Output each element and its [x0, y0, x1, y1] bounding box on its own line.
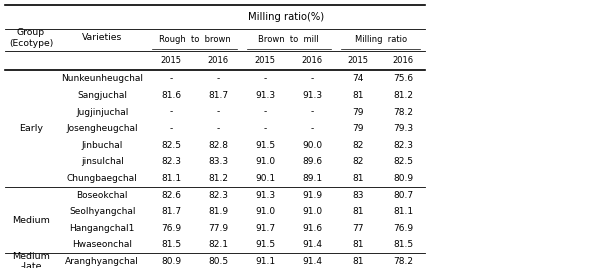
Text: 79.3: 79.3	[393, 124, 413, 133]
Text: jinsulchal: jinsulchal	[81, 157, 124, 166]
Text: 81: 81	[353, 257, 364, 266]
Text: 2015: 2015	[255, 56, 276, 65]
Text: Rough  to  brown: Rough to brown	[159, 35, 231, 44]
Text: 81: 81	[353, 240, 364, 250]
Text: 91.1: 91.1	[255, 257, 275, 266]
Text: 91.0: 91.0	[255, 207, 275, 216]
Text: 83: 83	[353, 191, 364, 200]
Text: Hwaseonchal: Hwaseonchal	[72, 240, 132, 250]
Text: 2016: 2016	[207, 56, 229, 65]
Text: 91.3: 91.3	[255, 91, 275, 100]
Text: 90.0: 90.0	[302, 141, 323, 150]
Text: 91.6: 91.6	[302, 224, 323, 233]
Text: 74: 74	[353, 74, 364, 83]
Text: 81.7: 81.7	[161, 207, 181, 216]
Text: 91.5: 91.5	[255, 141, 275, 150]
Text: 79: 79	[353, 124, 364, 133]
Text: 81: 81	[353, 91, 364, 100]
Text: Medium: Medium	[12, 215, 50, 225]
Text: -: -	[170, 124, 173, 133]
Text: 82.5: 82.5	[393, 157, 413, 166]
Text: Medium
-late: Medium -late	[12, 252, 50, 268]
Text: -: -	[264, 74, 267, 83]
Text: 82.1: 82.1	[208, 240, 228, 250]
Text: Early: Early	[19, 124, 43, 133]
Text: 75.6: 75.6	[393, 74, 413, 83]
Text: -: -	[170, 74, 173, 83]
Text: 81.6: 81.6	[161, 91, 181, 100]
Text: 82.6: 82.6	[161, 191, 181, 200]
Text: 82: 82	[353, 157, 364, 166]
Text: 91.4: 91.4	[302, 240, 323, 250]
Text: 83.3: 83.3	[208, 157, 228, 166]
Text: -: -	[311, 107, 314, 117]
Text: -: -	[264, 124, 267, 133]
Text: 78.2: 78.2	[393, 257, 413, 266]
Text: 80.7: 80.7	[393, 191, 413, 200]
Text: 82.8: 82.8	[208, 141, 228, 150]
Text: 91.0: 91.0	[302, 207, 323, 216]
Text: 82: 82	[353, 141, 364, 150]
Text: Milling  ratio: Milling ratio	[354, 35, 407, 44]
Text: 2015: 2015	[348, 56, 369, 65]
Text: 81: 81	[353, 207, 364, 216]
Text: 81.2: 81.2	[393, 91, 413, 100]
Text: Chungbaegchal: Chungbaegchal	[67, 174, 138, 183]
Text: 90.1: 90.1	[255, 174, 275, 183]
Text: -: -	[217, 74, 220, 83]
Text: Josengheugchal: Josengheugchal	[66, 124, 138, 133]
Text: 91.0: 91.0	[255, 157, 275, 166]
Text: Aranghyangchal: Aranghyangchal	[65, 257, 139, 266]
Text: Sangjuchal: Sangjuchal	[77, 91, 127, 100]
Text: -: -	[264, 107, 267, 117]
Text: 91.9: 91.9	[302, 191, 323, 200]
Text: 2016: 2016	[302, 56, 323, 65]
Text: Boseokchal: Boseokchal	[76, 191, 128, 200]
Text: -: -	[311, 124, 314, 133]
Text: -: -	[170, 107, 173, 117]
Text: 81.9: 81.9	[208, 207, 228, 216]
Text: 81.1: 81.1	[393, 207, 413, 216]
Text: 78.2: 78.2	[393, 107, 413, 117]
Text: 81: 81	[353, 174, 364, 183]
Text: 81.5: 81.5	[393, 240, 413, 250]
Text: Seolhyangchal: Seolhyangchal	[69, 207, 135, 216]
Text: 81.7: 81.7	[208, 91, 228, 100]
Text: 89.6: 89.6	[302, 157, 323, 166]
Text: 81.2: 81.2	[208, 174, 228, 183]
Text: 82.3: 82.3	[161, 157, 181, 166]
Text: Varieties: Varieties	[82, 34, 122, 42]
Text: 80.5: 80.5	[208, 257, 228, 266]
Text: -: -	[217, 107, 220, 117]
Text: 81.1: 81.1	[161, 174, 181, 183]
Text: Group
(Ecotype): Group (Ecotype)	[9, 28, 53, 48]
Text: 91.3: 91.3	[255, 191, 275, 200]
Text: 76.9: 76.9	[161, 224, 181, 233]
Text: Nunkeunheugchal: Nunkeunheugchal	[61, 74, 143, 83]
Text: 80.9: 80.9	[393, 174, 413, 183]
Text: 91.7: 91.7	[255, 224, 275, 233]
Text: Jugjinjuchal: Jugjinjuchal	[76, 107, 129, 117]
Text: 76.9: 76.9	[393, 224, 413, 233]
Text: 80.9: 80.9	[161, 257, 181, 266]
Text: 91.5: 91.5	[255, 240, 275, 250]
Text: 82.3: 82.3	[393, 141, 413, 150]
Text: 82.5: 82.5	[161, 141, 181, 150]
Text: 89.1: 89.1	[302, 174, 323, 183]
Text: 91.3: 91.3	[302, 91, 323, 100]
Text: Brown  to  mill: Brown to mill	[258, 35, 319, 44]
Text: 77.9: 77.9	[208, 224, 228, 233]
Text: 91.4: 91.4	[302, 257, 323, 266]
Text: 79: 79	[353, 107, 364, 117]
Text: Hangangchal1: Hangangchal1	[70, 224, 135, 233]
Text: Jinbuchal: Jinbuchal	[81, 141, 123, 150]
Text: -: -	[311, 74, 314, 83]
Text: -: -	[217, 124, 220, 133]
Text: 77: 77	[353, 224, 364, 233]
Text: 81.5: 81.5	[161, 240, 181, 250]
Text: Milling ratio(%): Milling ratio(%)	[248, 12, 324, 22]
Text: 2015: 2015	[160, 56, 182, 65]
Text: 2016: 2016	[392, 56, 414, 65]
Text: 82.3: 82.3	[208, 191, 228, 200]
